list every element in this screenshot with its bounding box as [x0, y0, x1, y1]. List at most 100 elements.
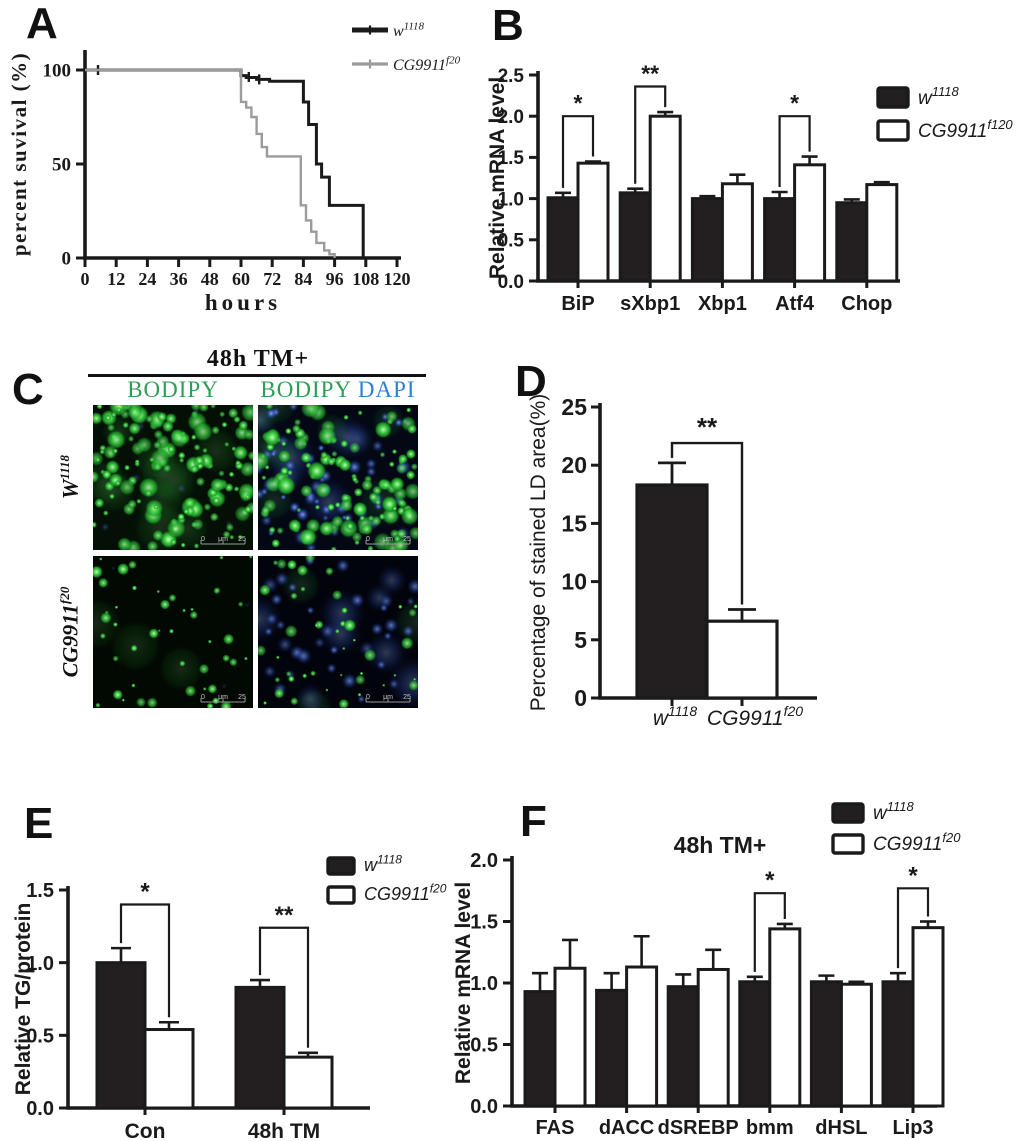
svg-text:CG9911f20: CG9911f20	[707, 703, 803, 730]
svg-text:Percentage of stained LD area(: Percentage of stained LD area(%)	[527, 394, 550, 712]
svg-text:0.0: 0.0	[26, 1098, 54, 1120]
panel-a: A 0 50 100 0 12 24 36 48 60 72 84 96 108 120 hours perc…	[0, 0, 470, 325]
svg-text:25: 25	[238, 536, 246, 543]
svg-text:percent suvival (%): percent suvival (%)	[7, 52, 31, 256]
panel-f: F 0.0 0.5 1.0 1.5 2.0 FAS dACC dSREBP bmm dHSL Lip…	[440, 790, 1020, 1141]
svg-text:w1118: w1118	[873, 799, 914, 824]
svg-text:1.5: 1.5	[498, 148, 525, 169]
svg-text:w1118: w1118	[653, 703, 697, 730]
svg-text:*: *	[765, 867, 775, 894]
svg-text:0.0: 0.0	[470, 1096, 498, 1118]
svg-text:0: 0	[62, 249, 72, 270]
svg-text:0.5: 0.5	[470, 1035, 498, 1057]
svg-text:**: **	[641, 61, 659, 87]
svg-text:*: *	[574, 90, 583, 116]
column-label-bodipy: BODIPY	[93, 377, 253, 403]
svg-text:hours: hours	[205, 290, 281, 315]
panel-c-label: C	[12, 365, 44, 414]
svg-text:2.5: 2.5	[498, 66, 525, 87]
panel-d-label: D	[515, 357, 547, 406]
svg-text:60: 60	[232, 269, 250, 289]
bodipy-label-2: BODIPY	[260, 377, 352, 402]
svg-text:25: 25	[403, 536, 411, 543]
panel-d: D 0 5 10 15 20 25 ** w1118 CG9911f20 Percentage o…	[470, 330, 1020, 750]
svg-text:36: 36	[170, 269, 188, 289]
svg-text:1.5: 1.5	[26, 880, 54, 902]
svg-text:dHSL: dHSL	[815, 1117, 867, 1139]
svg-text:10: 10	[561, 569, 587, 595]
svg-text:0: 0	[81, 269, 90, 289]
svg-text:CG9911f20: CG9911f20	[873, 830, 961, 855]
panel-f-label: F	[520, 797, 547, 846]
svg-text:Relative mRNA level: Relative mRNA level	[452, 882, 475, 1084]
svg-text:0: 0	[366, 694, 370, 701]
svg-text:120: 120	[384, 269, 411, 289]
svg-text:Lip3: Lip3	[892, 1117, 933, 1139]
svg-text:84: 84	[294, 269, 312, 289]
svg-text:48: 48	[201, 269, 219, 289]
svg-text:15: 15	[561, 510, 587, 536]
panel-b-label: B	[492, 1, 524, 50]
svg-text:5: 5	[574, 627, 587, 653]
svg-text:0: 0	[574, 685, 587, 711]
svg-text:2.0: 2.0	[498, 107, 524, 128]
svg-text:96: 96	[326, 269, 344, 289]
svg-text:μm: μm	[383, 536, 393, 543]
panel-e-label: E	[24, 799, 54, 848]
survival-chart-svg: 0 50 100 0 12 24 36 48 60 72 84 96 108 120 hours percen…	[7, 20, 461, 315]
svg-text:0.0: 0.0	[498, 272, 524, 293]
ld-area-bar-chart-svg: 0 5 10 15 20 25 ** w1118 CG9911f20 Percentage of …	[527, 394, 817, 730]
svg-text:1.0: 1.0	[498, 189, 524, 210]
svg-text:dACC: dACC	[599, 1117, 655, 1139]
svg-text:dSREBP: dSREBP	[658, 1117, 739, 1139]
svg-text:48h TM+: 48h TM+	[674, 832, 767, 858]
svg-text:*: *	[140, 879, 150, 906]
svg-text:0: 0	[201, 694, 205, 701]
svg-text:0.5: 0.5	[498, 231, 525, 252]
treatment-header: 48h TM+	[206, 346, 310, 372]
svg-text:72: 72	[263, 269, 281, 289]
bodipy-label: BODIPY	[127, 377, 219, 402]
dapi-label: DAPI	[357, 377, 416, 402]
svg-text:Chop: Chop	[841, 293, 892, 315]
svg-text:0: 0	[366, 536, 370, 543]
micrograph-cg9911-bodipy: 0 μm 25	[93, 556, 253, 708]
svg-text:w1118: w1118	[918, 84, 959, 109]
svg-text:μm: μm	[383, 694, 393, 701]
svg-text:CG9911f20: CG9911f20	[393, 54, 461, 74]
svg-text:*: *	[908, 862, 918, 889]
panel-a-label: A	[26, 0, 58, 48]
svg-text:bmm: bmm	[746, 1117, 794, 1139]
svg-text:*: *	[790, 90, 799, 116]
svg-text:1.0: 1.0	[26, 953, 54, 975]
svg-text:48h TM: 48h TM	[248, 1120, 320, 1141]
svg-text:Con: Con	[125, 1120, 166, 1141]
svg-text:sXbp1: sXbp1	[620, 293, 680, 315]
lipid-mrna-bar-chart-svg: 0.0 0.5 1.0 1.5 2.0 FAS dACC dSREBP bmm dHSL Lip3 *…	[452, 799, 961, 1139]
svg-text:CG9911f120: CG9911f120	[918, 117, 1013, 142]
svg-text:BiP: BiP	[561, 293, 594, 315]
svg-text:w1118: w1118	[364, 852, 402, 875]
svg-text:1.5: 1.5	[470, 912, 498, 934]
svg-text:w1118: w1118	[393, 20, 425, 40]
svg-text:FAS: FAS	[536, 1117, 575, 1139]
svg-text:1.0: 1.0	[470, 973, 498, 995]
micrograph-w1118-bodipy: 0 μm 25	[93, 405, 253, 550]
svg-text:25: 25	[403, 694, 411, 701]
svg-text:25: 25	[238, 694, 246, 701]
svg-text:25: 25	[561, 394, 587, 420]
svg-text:24: 24	[138, 269, 156, 289]
panel-c: C 48h TM+ BODIPY BODIPY DAPI W1118 CG991…	[0, 330, 470, 740]
svg-text:20: 20	[561, 452, 587, 478]
svg-text:0.5: 0.5	[26, 1026, 54, 1048]
svg-text:100: 100	[43, 61, 72, 82]
header-underline	[88, 374, 426, 377]
svg-text:2.0: 2.0	[470, 850, 498, 872]
svg-text:μm: μm	[218, 694, 228, 701]
micrograph-cg9911-bodipy-dapi: 0 μm 25	[258, 556, 418, 708]
svg-text:Xbp1: Xbp1	[698, 293, 747, 315]
svg-text:**: **	[697, 412, 718, 442]
svg-text:μm: μm	[218, 536, 228, 543]
